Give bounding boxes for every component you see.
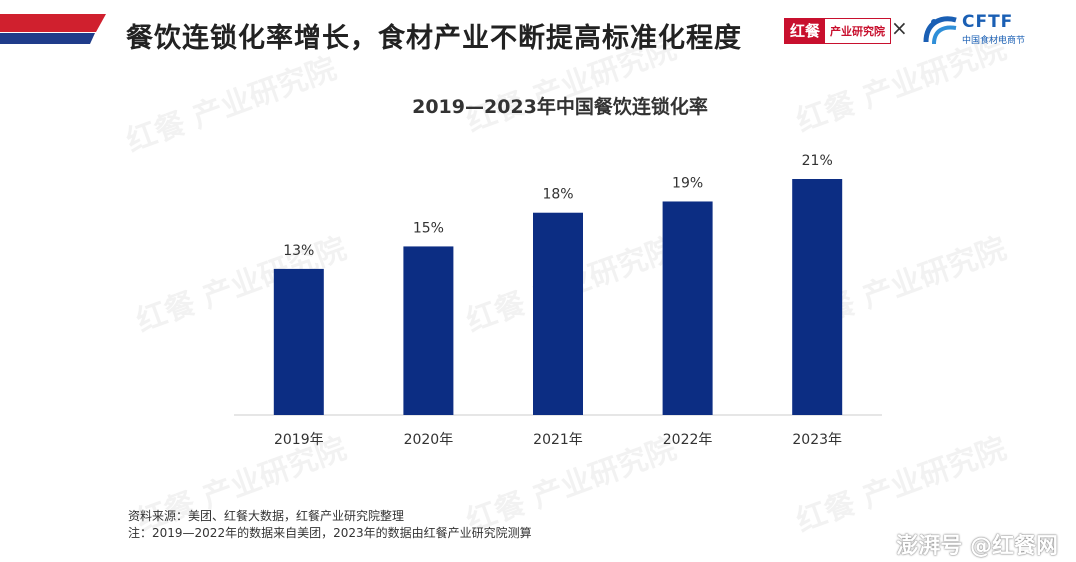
bar-2021年	[533, 212, 583, 415]
cftf-emblem-icon	[923, 16, 957, 45]
bar-2022年	[662, 201, 713, 415]
hongcan-logo-mark: 红餐	[785, 19, 826, 43]
footnote: 注：2019—2022年的数据来自美团，2023年的数据由红餐产业研究院测算	[128, 526, 532, 540]
data-label: 21%	[802, 153, 833, 169]
hongcan-logo-text: 产业研究院	[830, 25, 886, 38]
data-label: 15%	[413, 220, 444, 236]
source-note: 资料来源：美团、红餐大数据，红餐产业研究院整理	[128, 509, 405, 523]
data-label: 19%	[672, 175, 703, 191]
x-tick-label: 2021年	[533, 432, 583, 448]
chart-title: 2019—2023年中国餐饮连锁化率	[412, 95, 708, 118]
data-label: 18%	[542, 187, 573, 203]
hongcan-logo: 红餐 产业研究院	[784, 18, 892, 44]
data-label: 13%	[283, 243, 314, 259]
header-stripe	[0, 14, 106, 44]
x-tick-label: 2020年	[404, 432, 454, 448]
logo-separator: ×	[891, 16, 908, 40]
cftf-logo-text: CFTF	[962, 12, 1014, 32]
cftf-logo-subtext: 中国食材电商节	[962, 36, 1026, 46]
x-tick-label: 2019年	[274, 432, 324, 448]
page-title: 餐饮连锁化率增长，食材产业不断提高标准化程度	[126, 23, 742, 54]
bar-2020年	[403, 246, 454, 415]
x-tick-label: 2022年	[663, 432, 713, 448]
bar-2023年	[792, 179, 843, 415]
bar-2019年	[273, 268, 324, 415]
cftf-logo: CFTF 中国食材电商节	[922, 12, 1032, 48]
publisher-mark: 澎湃号 @红餐网	[896, 534, 1058, 559]
x-tick-label: 2023年	[792, 432, 842, 448]
